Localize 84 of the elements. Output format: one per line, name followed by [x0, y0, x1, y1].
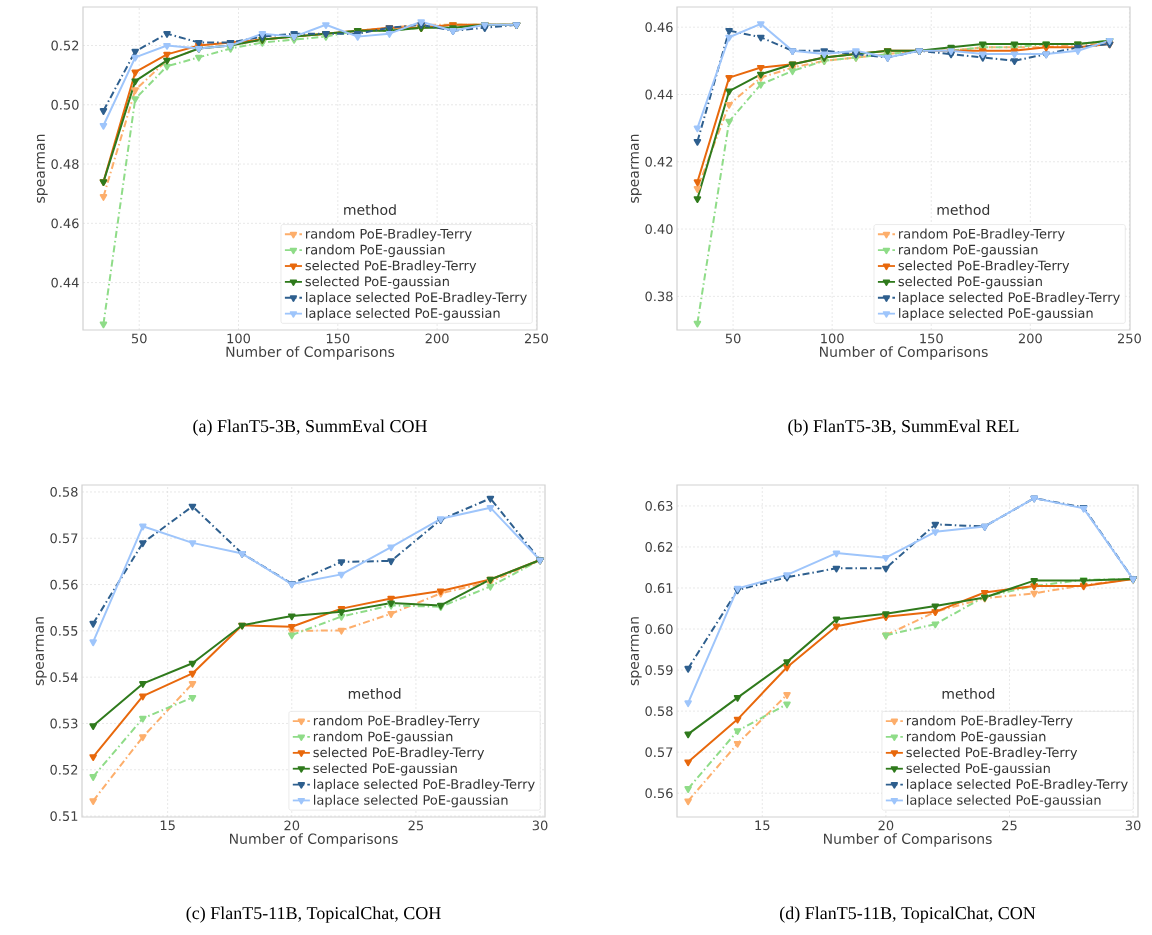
x-tick-label: 20: [284, 820, 300, 831]
y-tick-label: 0.59: [645, 665, 673, 675]
x-tick-label: 15: [755, 820, 770, 831]
y-tick-label: 0.62: [645, 542, 673, 552]
legend-label: laplace selected PoE-Bradley-Terry: [314, 778, 535, 792]
y-tick-label: 0.38: [645, 291, 673, 302]
x-tick-label: 150: [920, 333, 943, 344]
text: (b) FlanT5-3B, SummEval REL: [788, 419, 1019, 436]
legend-label: laplace selected PoE-gaussian: [907, 794, 1101, 808]
x-axis-title: Number of Comparisons: [230, 833, 398, 847]
legend-label: laplace selected PoE-gaussian: [314, 794, 508, 808]
text: (a) FlanT5-3B, SummEval COH: [193, 419, 427, 436]
legend-label: random PoE-gaussian: [306, 244, 445, 258]
x-tick-label: 25: [408, 820, 424, 831]
legend-title: method: [942, 688, 995, 699]
legend-label: selected PoE-gaussian: [898, 276, 1042, 289]
x-axis-title: Number of Comparisons: [824, 833, 992, 847]
y-tick-label: 0.40: [645, 224, 673, 234]
y-tick-label: 0.56: [50, 579, 78, 590]
legend-label: selected PoE-Bradley-Terry: [305, 260, 477, 273]
x-tick-label: 25: [1002, 820, 1017, 831]
legend-label: laplace selected PoE-Bradley-Terry: [306, 292, 527, 305]
y-tick-label: 0.54: [50, 672, 78, 683]
legend-label: random PoE-gaussian: [313, 731, 453, 744]
legend-label: selected PoE-gaussian: [313, 763, 457, 776]
x-tick-label: 30: [1125, 820, 1141, 831]
y-tick-label: 0.48: [51, 159, 79, 169]
y-tick-label: 0.44: [645, 89, 673, 100]
x-tick-label: 150: [326, 333, 350, 344]
y-tick-label: 0.56: [645, 788, 673, 799]
x-tick-label: 200: [1018, 333, 1042, 344]
y-tick-label: 0.46: [51, 218, 79, 229]
x-axis-title: Number of Comparisons: [820, 346, 988, 360]
x-tick-label: 100: [821, 333, 844, 344]
legend-label: random PoE-Bradley-Terry: [313, 715, 480, 728]
legend-label: random PoE-gaussian: [906, 731, 1046, 744]
y-tick-label: 0.51: [50, 811, 78, 821]
y-tick-label: 0.61: [645, 583, 673, 593]
y-axis-title: spearman: [630, 134, 642, 203]
x-axis-title: Number of Comparisons: [226, 346, 395, 360]
x-tick-label: 250: [1117, 333, 1141, 344]
y-tick-label: 0.58: [645, 706, 673, 717]
legend-label: selected PoE-gaussian: [305, 276, 449, 289]
legend-label: selected PoE-Bradley-Terry: [906, 747, 1078, 760]
y-tick-label: 0.44: [51, 277, 79, 288]
y-tick-label: 0.57: [645, 747, 673, 758]
x-tick-label: 200: [425, 333, 449, 344]
legend-label: laplace selected PoE-gaussian: [306, 307, 500, 321]
y-tick-label: 0.53: [50, 718, 78, 729]
x-tick-label: 50: [131, 333, 147, 344]
y-tick-label: 0.42: [645, 156, 673, 167]
legend-title: method: [348, 688, 401, 699]
y-tick-label: 0.63: [645, 501, 673, 511]
y-tick-label: 0.55: [50, 625, 78, 636]
legend-label: random PoE-Bradley-Terry: [906, 715, 1073, 728]
y-tick-label: 0.46: [645, 22, 673, 33]
legend-label: random PoE-gaussian: [899, 244, 1038, 258]
x-tick-label: 30: [532, 820, 548, 831]
legend-label: selected PoE-gaussian: [906, 763, 1050, 776]
x-tick-label: 250: [524, 333, 548, 344]
x-tick-label: 100: [227, 333, 251, 344]
y-tick-label: 0.50: [51, 99, 79, 110]
legend-title: method: [344, 204, 396, 216]
y-tick-label: 0.52: [51, 40, 79, 51]
legend-label: random PoE-Bradley-Terry: [899, 228, 1065, 242]
y-tick-label: 0.60: [645, 624, 673, 634]
y-tick-label: 0.52: [50, 764, 78, 775]
x-tick-label: 15: [160, 820, 175, 831]
y-axis-title: spearman: [35, 617, 47, 686]
x-tick-label: 20: [878, 820, 894, 831]
legend-label: laplace selected PoE-Bradley-Terry: [907, 778, 1128, 792]
y-tick-label: 0.57: [50, 533, 78, 544]
legend-title: method: [937, 204, 990, 216]
text: (d) FlanT5-11B, TopicalChat, CON: [780, 906, 1036, 923]
legend-label: selected PoE-Bradley-Terry: [898, 260, 1070, 273]
legend-label: selected PoE-Bradley-Terry: [313, 747, 485, 760]
y-axis-title: spearman: [36, 134, 48, 203]
legend-label: laplace selected PoE-Bradley-Terry: [899, 292, 1120, 305]
x-tick-label: 50: [725, 333, 741, 344]
legend-label: random PoE-Bradley-Terry: [306, 228, 472, 242]
y-axis-title: spearman: [630, 617, 642, 686]
y-tick-label: 0.58: [50, 487, 78, 497]
text: (c) FlanT5-11B, TopicalChat, COH: [186, 906, 441, 923]
legend-label: laplace selected PoE-gaussian: [899, 307, 1093, 321]
